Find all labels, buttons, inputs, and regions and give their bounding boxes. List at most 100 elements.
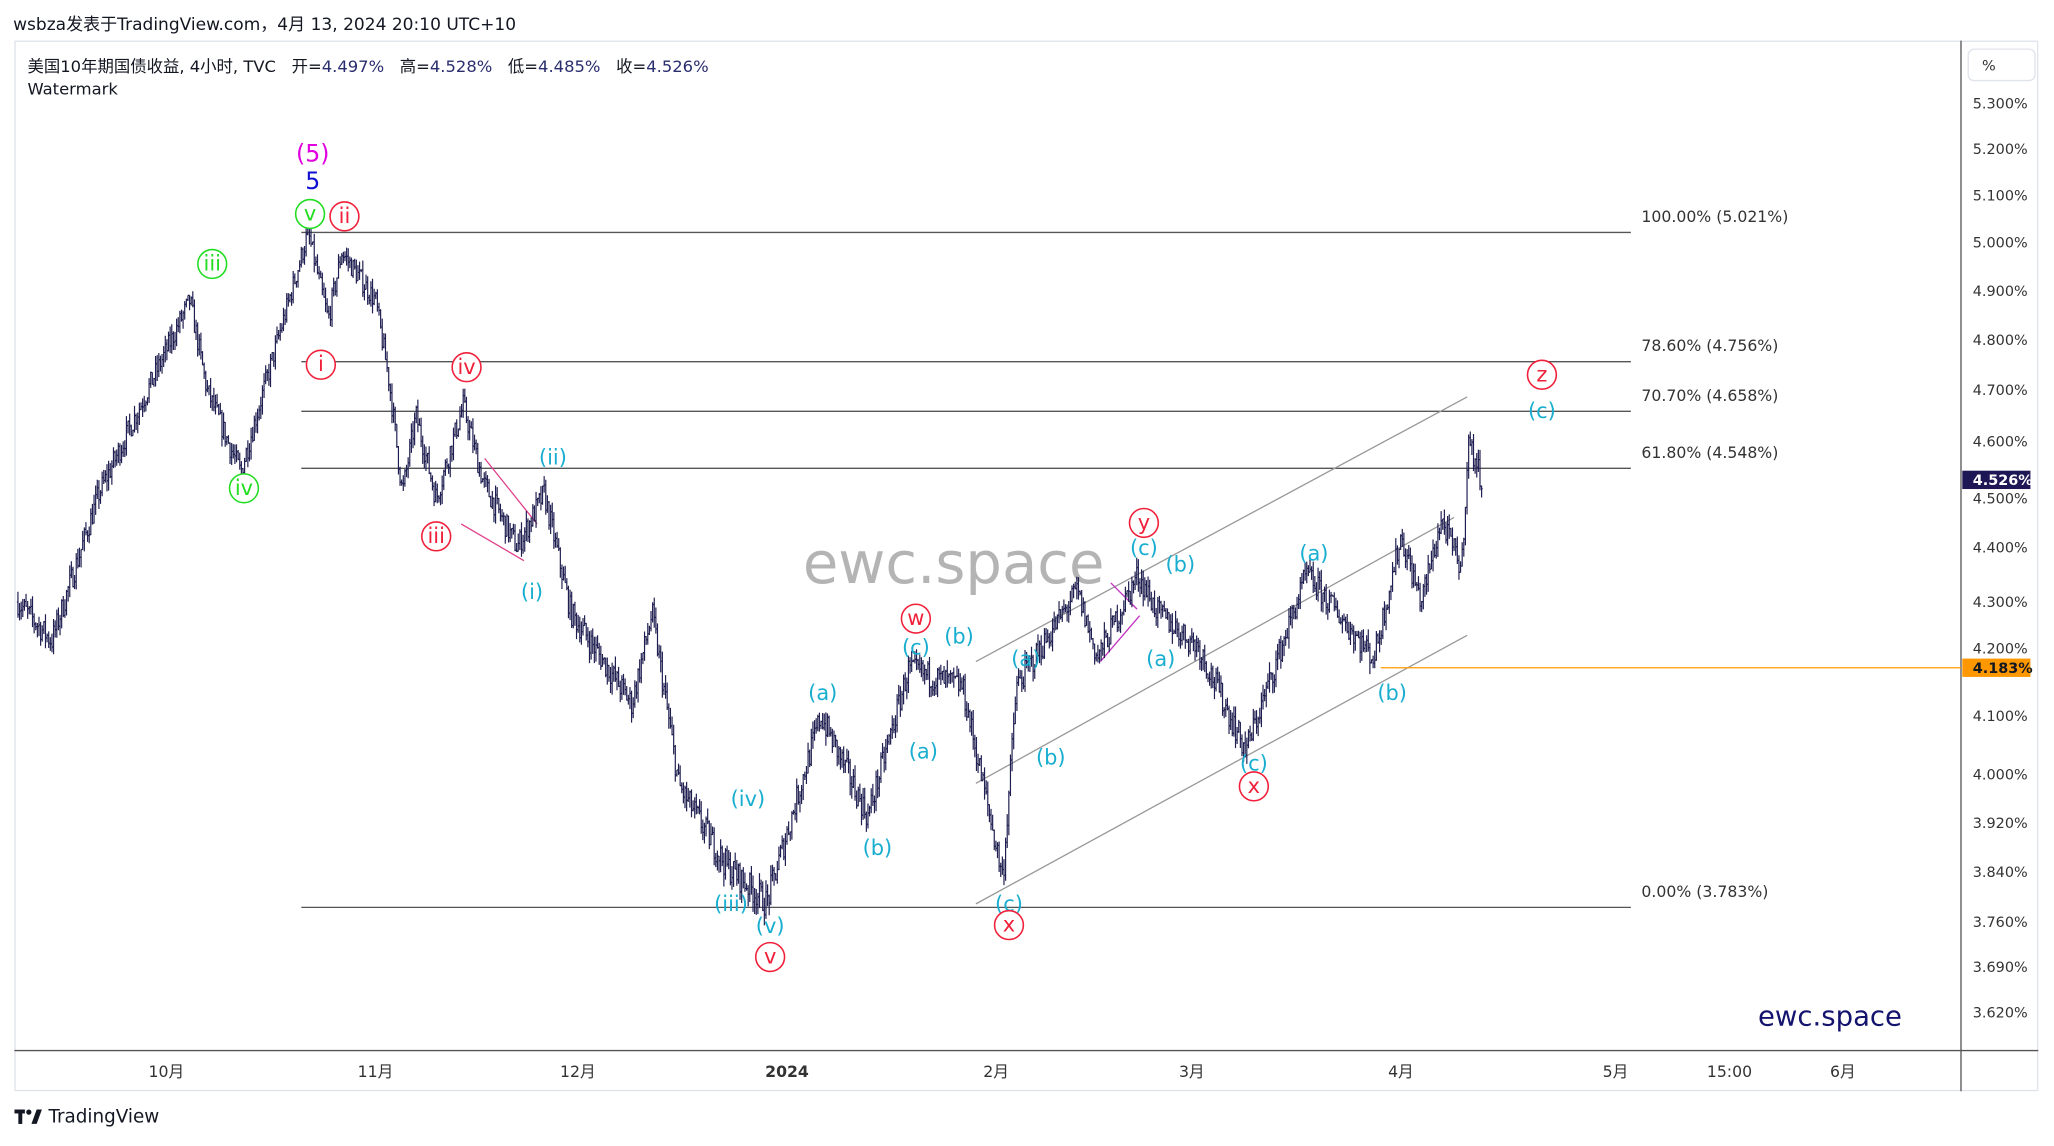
wave-label[interactable]: x (1248, 774, 1260, 798)
triangle-drawings[interactable] (460, 458, 1141, 662)
wave-label[interactable]: ii (339, 204, 351, 228)
wave-label[interactable]: (c) (902, 636, 930, 660)
wave-label[interactable]: i (318, 352, 324, 376)
price-bar (933, 681, 936, 697)
wave-label[interactable]: (a) (1011, 647, 1040, 671)
wave-label[interactable]: (a) (1146, 647, 1175, 671)
wave-label[interactable]: (b) (1166, 552, 1196, 576)
wave-label[interactable]: (b) (863, 836, 893, 860)
high-label: 高= (399, 56, 430, 76)
price-bar (664, 675, 667, 699)
wave-label[interactable]: (iv) (731, 787, 766, 811)
price-bar (1125, 590, 1129, 598)
price-bar (227, 435, 230, 444)
price-bar (118, 443, 121, 466)
price-bar (1313, 576, 1316, 592)
price-bar (847, 750, 850, 774)
price-bar (1117, 620, 1120, 632)
price-axis[interactable]: 4.183% 4.526% 5.300% 5.200% 5.100% 5.000% 4.90… (1962, 97, 2033, 1022)
channel-lower-line[interactable] (975, 634, 1468, 905)
wave-label[interactable]: iv (235, 476, 253, 500)
price-bar (1040, 635, 1043, 666)
wave-label[interactable]: x (1003, 913, 1015, 937)
wave-label[interactable]: (iii) (714, 892, 748, 916)
wave-label-circle (1128, 507, 1160, 539)
price-bar (151, 371, 154, 386)
wave-label[interactable]: (b) (1377, 681, 1407, 705)
wave-label[interactable]: iii (427, 524, 444, 548)
price-bar (695, 793, 698, 815)
triangle-line[interactable] (1099, 615, 1141, 662)
price-bar (1363, 640, 1367, 653)
price-bar (209, 377, 212, 409)
price-bar (502, 512, 505, 526)
wave-label[interactable]: (5) (296, 139, 329, 167)
wave-label-circle (228, 473, 260, 504)
price-bar (1053, 611, 1056, 633)
price-bar (468, 419, 471, 441)
wave-label[interactable]: (a) (808, 681, 837, 705)
price-bar (844, 759, 847, 773)
price-tick-label: 4.100% (1973, 709, 2028, 725)
wave-label[interactable]: (v) (756, 914, 785, 938)
wave-label[interactable]: y (1138, 510, 1150, 534)
price-bar (331, 287, 334, 327)
price-bar (1004, 837, 1007, 881)
price-bar (483, 472, 486, 488)
horizontal-line-price-badge-text: 4.183% (1973, 661, 2033, 677)
price-bar (496, 487, 499, 505)
price-bar (196, 322, 199, 357)
price-tick-label: 4.400% (1973, 540, 2028, 556)
price-bar (977, 753, 980, 774)
price-bar (159, 355, 162, 372)
price-tick-label: 3.840% (1973, 865, 2028, 881)
price-bar (322, 282, 326, 298)
footer-logo[interactable]: TradingView (14, 1107, 159, 1128)
price-bar (191, 291, 194, 308)
triangle-line[interactable] (460, 523, 525, 562)
percent-scale-button[interactable]: % (1967, 48, 2036, 82)
price-bar (1367, 629, 1370, 652)
wave-label[interactable]: (a) (909, 740, 938, 764)
price-bar (1297, 594, 1300, 610)
price-bar (463, 388, 466, 403)
price-bar (870, 788, 873, 814)
wave-label[interactable]: (a) (1299, 541, 1328, 565)
wave-label[interactable]: iv (457, 355, 475, 379)
wave-label[interactable]: v (304, 202, 316, 226)
wave-label[interactable]: (b) (944, 624, 974, 648)
price-bar (63, 599, 66, 618)
wave-label[interactable]: (ii) (539, 446, 567, 470)
fib-retracement[interactable]: 100.00% (5.021%) 78.60% (4.756%) 70.70% (4… (301, 207, 1788, 909)
wave-label[interactable]: iii (204, 252, 221, 276)
wave-label[interactable]: v (764, 945, 776, 969)
wave-label[interactable]: (c) (1528, 399, 1556, 423)
price-bar (1474, 458, 1477, 474)
price-bar (285, 293, 288, 323)
price-bar (16, 591, 19, 618)
wave-label[interactable]: w (907, 606, 924, 630)
price-bar (675, 769, 678, 777)
watermark-indicator-label[interactable]: Watermark (27, 78, 118, 99)
price-bar (361, 260, 364, 297)
channel-middle-line[interactable] (975, 516, 1455, 784)
wave-label[interactable]: (b) (1036, 745, 1066, 769)
price-bar (823, 713, 826, 731)
parallel-channel[interactable] (975, 396, 1468, 905)
price-bar (449, 445, 452, 478)
price-bar (891, 715, 894, 739)
time-tick-label: 2024 (765, 1062, 809, 1081)
price-bar (866, 803, 870, 829)
wave-label[interactable]: 5 (305, 167, 320, 195)
wave-label[interactable]: z (1536, 362, 1547, 386)
price-bar (112, 447, 115, 469)
triangle-line[interactable] (484, 458, 538, 525)
wave-label[interactable]: (i) (521, 580, 543, 604)
wave-label[interactable]: (c) (1130, 536, 1158, 560)
price-bar (271, 351, 274, 361)
triangle-line[interactable] (1110, 582, 1138, 610)
price-bar (489, 495, 492, 508)
time-axis[interactable]: 10月 11月 12月 2024 2月 3月 4月 5月 15:00 6月 (149, 1062, 1856, 1081)
